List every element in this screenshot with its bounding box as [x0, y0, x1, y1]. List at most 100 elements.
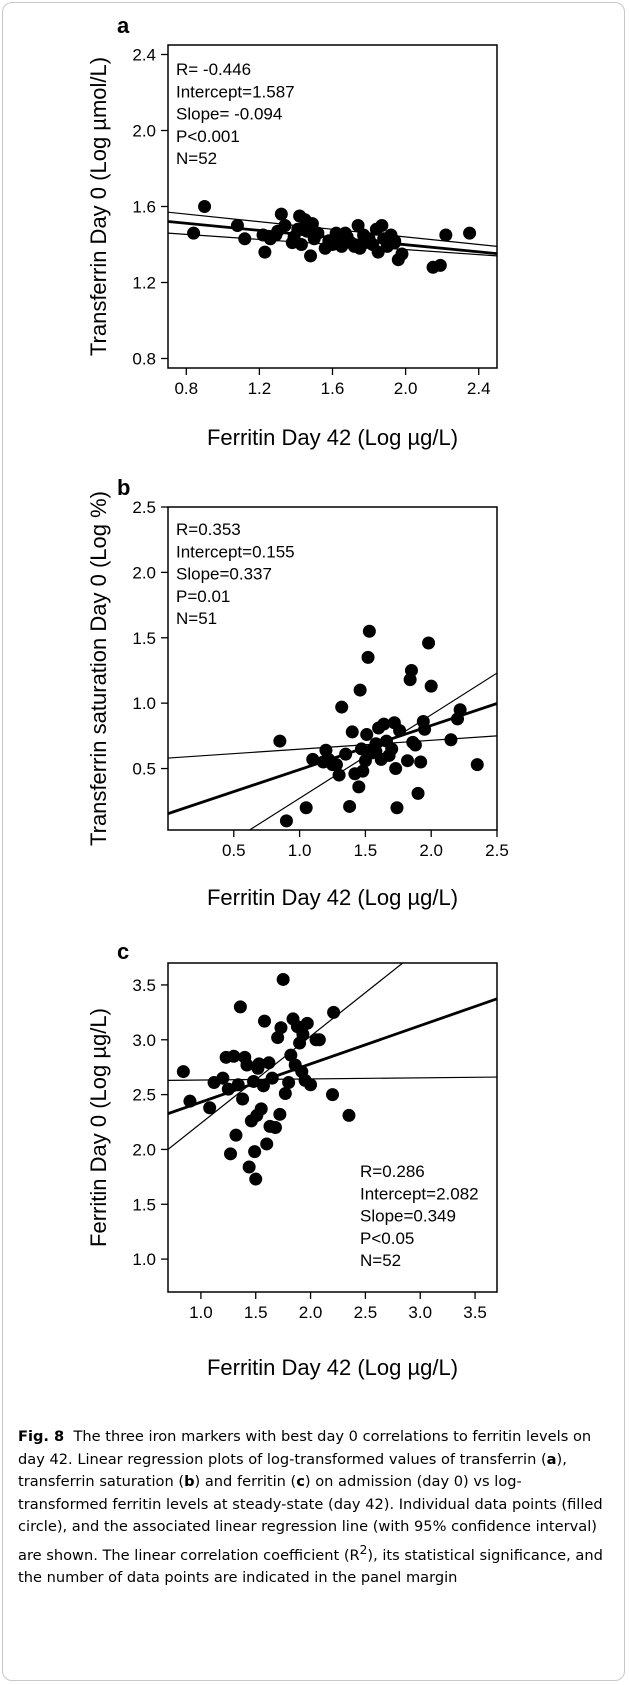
y-tick-label: 3.0 — [132, 1031, 156, 1050]
data-point — [326, 1088, 339, 1102]
regression-lines — [168, 672, 497, 830]
caption-text-3: ) and ferritin ( — [194, 1473, 297, 1491]
data-point — [299, 801, 313, 815]
data-point — [273, 734, 287, 748]
x-tick-label: 0.8 — [174, 379, 198, 398]
plot-frame — [167, 506, 498, 831]
data-point — [353, 683, 367, 697]
data-point — [304, 1078, 318, 1092]
x-tick-label: 2.5 — [485, 841, 509, 860]
stat-line: P<0.001 — [176, 127, 240, 146]
data-point — [332, 768, 346, 782]
stat-line: Intercept=2.082 — [360, 1184, 479, 1203]
data-point — [424, 679, 438, 693]
caption-text-2: ), transferrin saturation ( — [18, 1450, 567, 1491]
data-point — [262, 1056, 276, 1070]
panel-letter: c — [117, 939, 129, 964]
data-point — [230, 219, 244, 232]
data-point — [343, 799, 357, 813]
caption-ref-b: b — [184, 1473, 195, 1491]
y-tick-label: 1.5 — [132, 1195, 156, 1214]
x-tick-label: 0.5 — [222, 841, 246, 860]
data-point — [354, 742, 368, 756]
y-tick-label: 2.0 — [132, 563, 156, 582]
data-point — [276, 972, 290, 986]
data-point — [342, 1108, 356, 1122]
y-tick-label: 1.2 — [132, 274, 156, 293]
figure-caption: Fig. 8 The three iron markers with best … — [18, 1426, 608, 1590]
stat-line: Slope= -0.094 — [176, 105, 282, 124]
stat-line: Slope=0.349 — [360, 1207, 456, 1226]
y-tick-label: 2.5 — [132, 498, 156, 517]
stat-line: Slope=0.337 — [176, 565, 272, 584]
data-point — [345, 725, 359, 739]
data-point — [271, 1031, 285, 1045]
data-point — [444, 733, 458, 747]
x-axis-label: Ferritin Day 42 (Log µg/L) — [207, 425, 458, 450]
data-point — [393, 724, 407, 738]
stat-line: P<0.05 — [360, 1229, 414, 1248]
x-tick-label: 1.6 — [321, 379, 345, 398]
data-point — [401, 754, 415, 768]
y-tick-label: 3.5 — [132, 976, 156, 995]
data-point — [278, 1087, 292, 1101]
y-tick-label: 1.5 — [132, 629, 156, 648]
y-tick-label: 2.0 — [132, 1140, 156, 1159]
data-point — [335, 700, 349, 714]
data-point — [258, 245, 272, 259]
data-point — [224, 1147, 238, 1161]
data-point — [203, 1101, 217, 1115]
data-point — [187, 226, 201, 240]
data-point — [294, 238, 308, 251]
x-tick-label: 1.0 — [288, 841, 312, 860]
caption-intro: The three iron markers with best day 0 c… — [18, 1428, 592, 1468]
y-tick-label: 2.4 — [132, 46, 156, 65]
stat-line: R=0.353 — [176, 520, 241, 539]
data-point — [274, 207, 288, 221]
data-point — [361, 650, 375, 664]
stat-line: Intercept=1.587 — [176, 82, 295, 101]
x-tick-label: 1.2 — [248, 379, 272, 398]
data-point — [236, 1092, 250, 1106]
data-point — [306, 752, 320, 766]
data-point — [388, 234, 402, 248]
y-tick-label: 0.8 — [132, 350, 156, 369]
data-point — [369, 745, 383, 759]
y-tick-label: 2.0 — [132, 122, 156, 141]
data-point — [268, 1121, 282, 1134]
caption-text-4: ) on admission (day 0) vs log-transforme… — [18, 1473, 603, 1564]
data-point — [404, 663, 418, 677]
data-point — [258, 1014, 272, 1028]
data-point — [385, 742, 399, 756]
data-point — [278, 219, 292, 232]
data-point — [390, 801, 404, 815]
data-point — [375, 219, 389, 232]
data-point — [453, 703, 467, 717]
x-axis-label: Ferritin Day 42 (Log µg/L) — [207, 1355, 458, 1380]
panel-letter: a — [117, 13, 130, 38]
data-point — [296, 1027, 310, 1041]
data-point — [221, 1082, 235, 1096]
x-tick-label: 3.0 — [408, 1303, 432, 1322]
x-tick-label: 2.0 — [419, 841, 443, 860]
regression-lines — [168, 963, 497, 1150]
data-point — [183, 1094, 197, 1108]
plot-frame — [167, 962, 498, 1293]
y-tick-label: 1.0 — [132, 1250, 156, 1269]
data-point — [389, 762, 403, 776]
data-point — [260, 1137, 274, 1151]
data-point — [439, 228, 453, 242]
data-point — [176, 1065, 190, 1079]
data-point — [252, 1057, 266, 1071]
x-tick-label: 2.0 — [299, 1303, 323, 1322]
data-point — [305, 217, 319, 231]
data-point — [463, 226, 477, 240]
data-point — [198, 200, 212, 213]
y-axis-label: Transferrin Day 0 (Log µmol/L) — [86, 57, 111, 356]
x-tick-label: 1.5 — [354, 841, 378, 860]
stat-line: N=52 — [176, 149, 217, 168]
data-point — [414, 755, 428, 769]
y-tick-label: 2.5 — [132, 1086, 156, 1105]
data-point — [240, 1058, 254, 1072]
data-point — [395, 247, 409, 261]
